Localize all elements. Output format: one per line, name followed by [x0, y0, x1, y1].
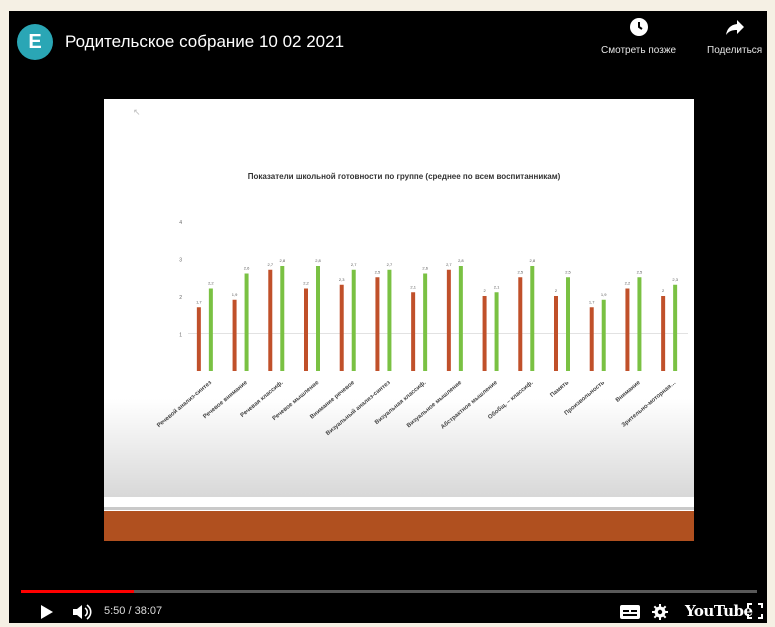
- player-controls: 5:50 / 38:07 YouTube: [9, 581, 767, 623]
- bar: [625, 288, 630, 371]
- bar-chart: Показатели школьной готовности по группе…: [156, 172, 688, 437]
- data-label: 1,9: [232, 292, 238, 297]
- data-label: 1,9: [601, 292, 607, 297]
- bar: [387, 269, 392, 371]
- y-tick-label: 4: [179, 220, 182, 226]
- data-label: 1,7: [196, 299, 202, 304]
- data-label: 2,7: [351, 262, 357, 267]
- bar: [304, 288, 308, 371]
- bar: [280, 266, 285, 371]
- bar: [351, 269, 356, 371]
- bar: [375, 277, 380, 371]
- data-label: 1,7: [589, 299, 595, 304]
- data-label: 2,8: [315, 258, 321, 263]
- bar: [339, 284, 344, 371]
- data-label: 2,8: [458, 258, 464, 263]
- data-label: 2,2: [303, 281, 309, 286]
- progress-played: [21, 590, 134, 593]
- data-label: 2,2: [208, 281, 214, 286]
- data-label: 2,8: [280, 258, 286, 263]
- data-label: 2,6: [244, 266, 250, 271]
- bar: [530, 266, 535, 371]
- play-button[interactable]: [37, 603, 55, 621]
- data-label: 2,5: [565, 269, 571, 274]
- bar: [482, 296, 487, 371]
- data-label: 2,7: [387, 262, 393, 267]
- data-label: 2,5: [637, 269, 643, 274]
- bar: [566, 277, 570, 371]
- progress-bar[interactable]: [21, 590, 757, 593]
- clock-icon: [629, 18, 648, 36]
- bar: [446, 269, 451, 371]
- bar: [196, 307, 201, 371]
- data-label: 2,8: [530, 258, 536, 263]
- bar: [589, 307, 594, 371]
- bar: [232, 299, 237, 371]
- data-label: 2,7: [446, 262, 452, 267]
- slide-divider: [104, 507, 694, 510]
- bar: [494, 292, 499, 371]
- settings-gear-icon[interactable]: [652, 604, 668, 620]
- bar: [244, 273, 249, 371]
- channel-avatar[interactable]: E: [17, 24, 53, 60]
- bar: [268, 269, 273, 371]
- bar: [661, 296, 666, 371]
- subtitles-button[interactable]: [620, 605, 640, 619]
- data-label: 2,7: [268, 262, 274, 267]
- presentation-slide: ↖ Показатели школьной готовности по груп…: [104, 99, 694, 541]
- category-label: Произвольность: [564, 380, 606, 417]
- data-label: 2,5: [375, 269, 381, 274]
- video-title[interactable]: Родительское собрание 10 02 2021: [65, 32, 345, 51]
- player-top-bar: E Родительское собрание 10 02 2021 Смотр…: [9, 11, 767, 71]
- category-label: Визуальный анализ-синтез: [325, 379, 392, 437]
- category-label: Память: [549, 380, 570, 399]
- bar: [208, 288, 213, 371]
- share-arrow-icon: [725, 20, 744, 35]
- data-label: 2,5: [518, 269, 524, 274]
- bar: [458, 266, 463, 371]
- slide-footer-band: [104, 511, 694, 541]
- video-player[interactable]: E Родительское собрание 10 02 2021 Смотр…: [9, 11, 767, 623]
- category-label: Абстрактное мышление: [439, 379, 499, 431]
- data-label: 2,3: [672, 277, 678, 282]
- data-label: 2: [483, 288, 486, 293]
- volume-button[interactable]: [71, 603, 93, 621]
- data-label: 2: [555, 288, 558, 293]
- time-display: 5:50 / 38:07: [104, 605, 163, 617]
- watch-later-label: Смотреть позже: [601, 45, 677, 56]
- y-tick-label: 1: [179, 333, 182, 339]
- slide-gradient: [104, 399, 694, 497]
- cursor-icon: ↖: [133, 107, 141, 117]
- data-label: 2,2: [625, 281, 631, 286]
- bar: [601, 299, 606, 371]
- data-label: 2,6: [422, 266, 428, 271]
- data-label: 2,1: [410, 284, 416, 289]
- bar: [554, 296, 558, 371]
- fullscreen-icon[interactable]: [747, 603, 763, 619]
- play-icon: [41, 605, 53, 619]
- bar: [673, 284, 678, 371]
- youtube-logo[interactable]: YouTube: [685, 602, 753, 620]
- data-label: 2,3: [339, 277, 345, 282]
- data-label: 2: [662, 288, 665, 293]
- category-label: Речевой анализ-синтез: [156, 379, 214, 429]
- watch-later-button[interactable]: Смотреть позже: [601, 15, 676, 56]
- data-label: 2,1: [494, 284, 500, 289]
- bar: [411, 292, 416, 371]
- bar: [316, 266, 320, 371]
- y-tick-label: 2: [179, 295, 182, 301]
- bar: [637, 277, 642, 371]
- bar: [518, 277, 523, 371]
- chart-title: Показатели школьной готовности по группе…: [248, 172, 561, 181]
- speaker-icon: [73, 605, 82, 619]
- share-button[interactable]: Поделиться: [707, 15, 762, 56]
- bar: [423, 273, 428, 371]
- y-tick-label: 3: [179, 258, 182, 264]
- share-label: Поделиться: [707, 45, 763, 56]
- category-label: Внимание: [615, 380, 642, 404]
